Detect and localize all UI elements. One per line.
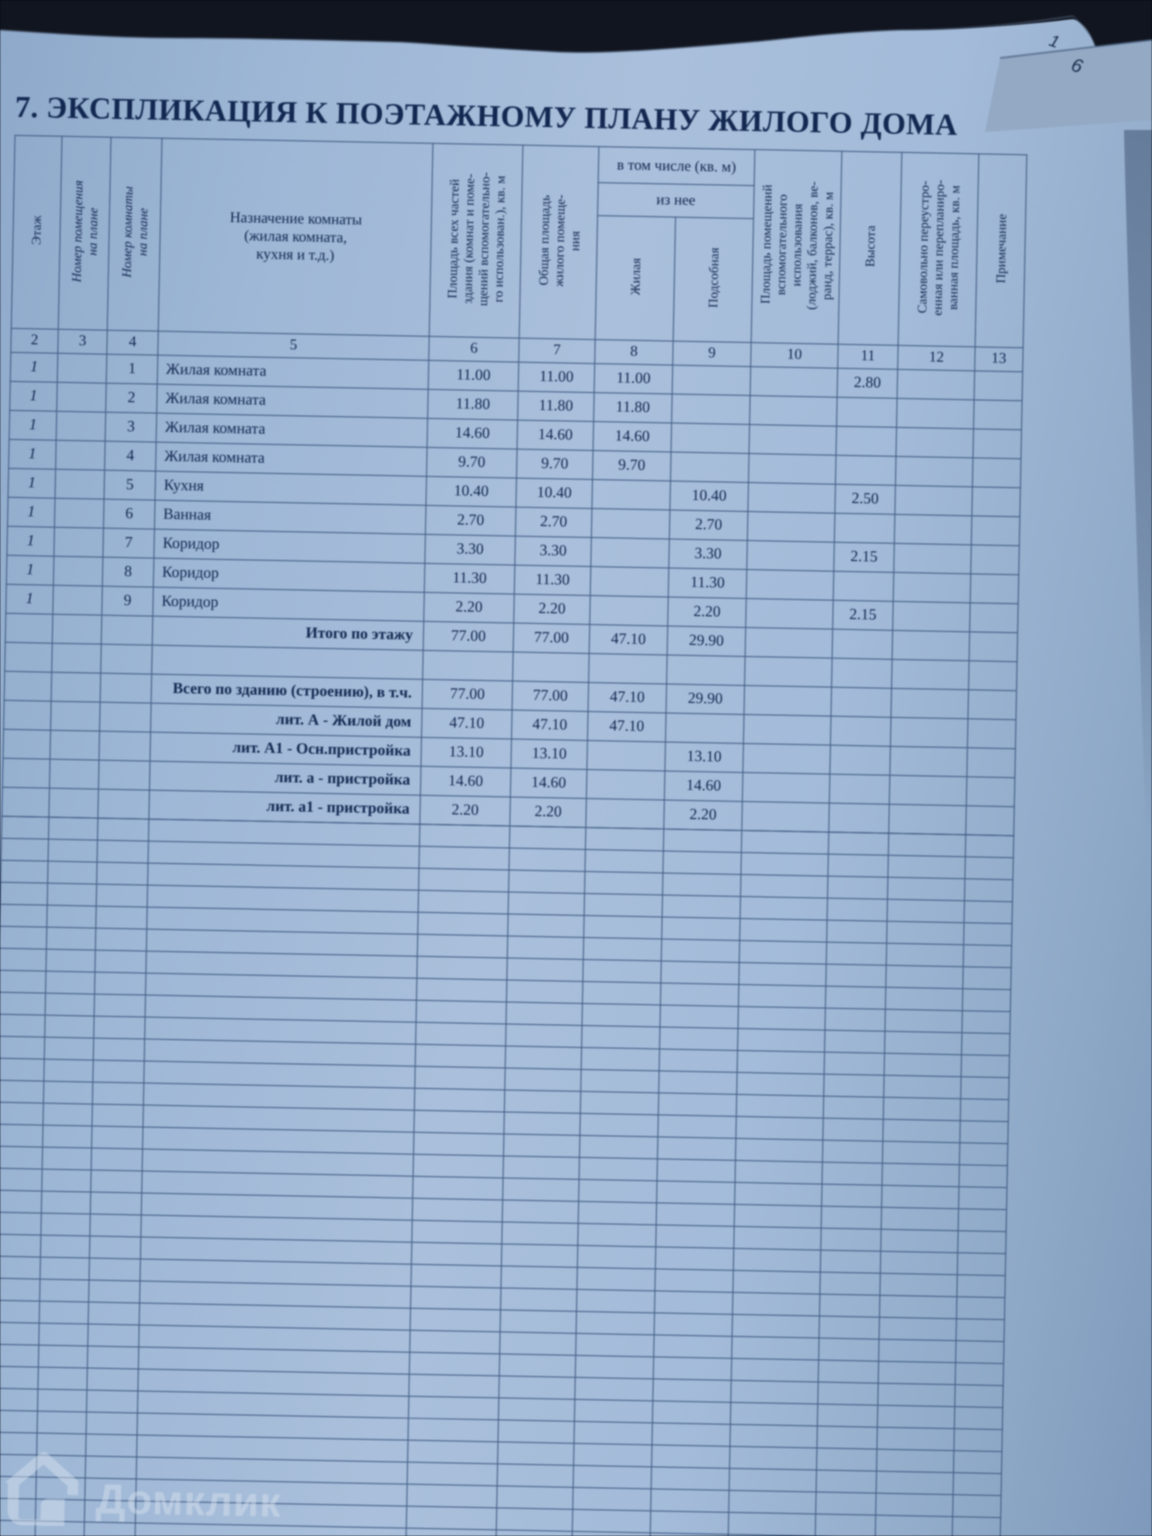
svg-text:Домклик: Домклик — [95, 1475, 281, 1526]
